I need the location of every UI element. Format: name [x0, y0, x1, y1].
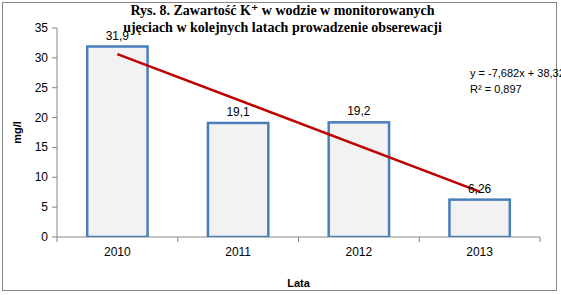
- data-label: 31,9: [106, 29, 130, 43]
- y-tick-label: 25: [35, 81, 49, 95]
- trendline: [117, 54, 479, 192]
- x-tick-label: 2013: [466, 245, 493, 259]
- y-tick-label: 15: [35, 140, 49, 154]
- bar: [208, 123, 268, 237]
- chart-title: Rys. 8. Zawartość K⁺ w wodzie w monitoro…: [105, 2, 460, 36]
- y-tick-label: 5: [41, 200, 48, 214]
- x-tick: [57, 237, 58, 242]
- trend-r-squared: R² = 0,897: [470, 83, 522, 95]
- x-tick-label: 2012: [346, 245, 373, 259]
- data-label: 19,2: [347, 104, 371, 118]
- bar: [449, 200, 509, 237]
- x-axis-title: Lata: [287, 277, 311, 289]
- y-tick-label: 20: [35, 111, 49, 125]
- y-tick-label: 35: [35, 21, 49, 35]
- y-tick-label: 10: [35, 170, 49, 184]
- y-tick: [52, 57, 57, 58]
- y-tick-label: 30: [35, 51, 49, 65]
- x-tick: [177, 237, 178, 242]
- bar: [329, 122, 389, 237]
- plot-marks: [87, 47, 510, 237]
- data-label: 6,26: [468, 182, 492, 196]
- y-tick: [52, 207, 57, 208]
- data-label: 19,1: [226, 105, 250, 119]
- trend-equation: y = -7,682x + 38,32: [470, 67, 561, 79]
- y-tick: [52, 117, 57, 118]
- x-tick-label: 2011: [225, 245, 251, 259]
- y-tick: [52, 28, 57, 29]
- x-tick-label: 2010: [104, 245, 131, 259]
- x-tick: [540, 237, 541, 242]
- x-tick: [419, 237, 420, 242]
- y-tick: [52, 177, 57, 178]
- y-tick: [52, 147, 57, 148]
- chart-svg: 0 5 10 15 20 25 30 35 2010 2011 2012 2013 Lata mg/l y …: [0, 0, 561, 295]
- y-tick-label: 0: [41, 230, 48, 244]
- y-tick: [52, 87, 57, 88]
- bar: [87, 47, 147, 237]
- y-tick: [52, 237, 57, 238]
- x-tick: [298, 237, 299, 242]
- y-axis-title: mg/l: [11, 121, 23, 144]
- y-axis-line: [57, 28, 58, 237]
